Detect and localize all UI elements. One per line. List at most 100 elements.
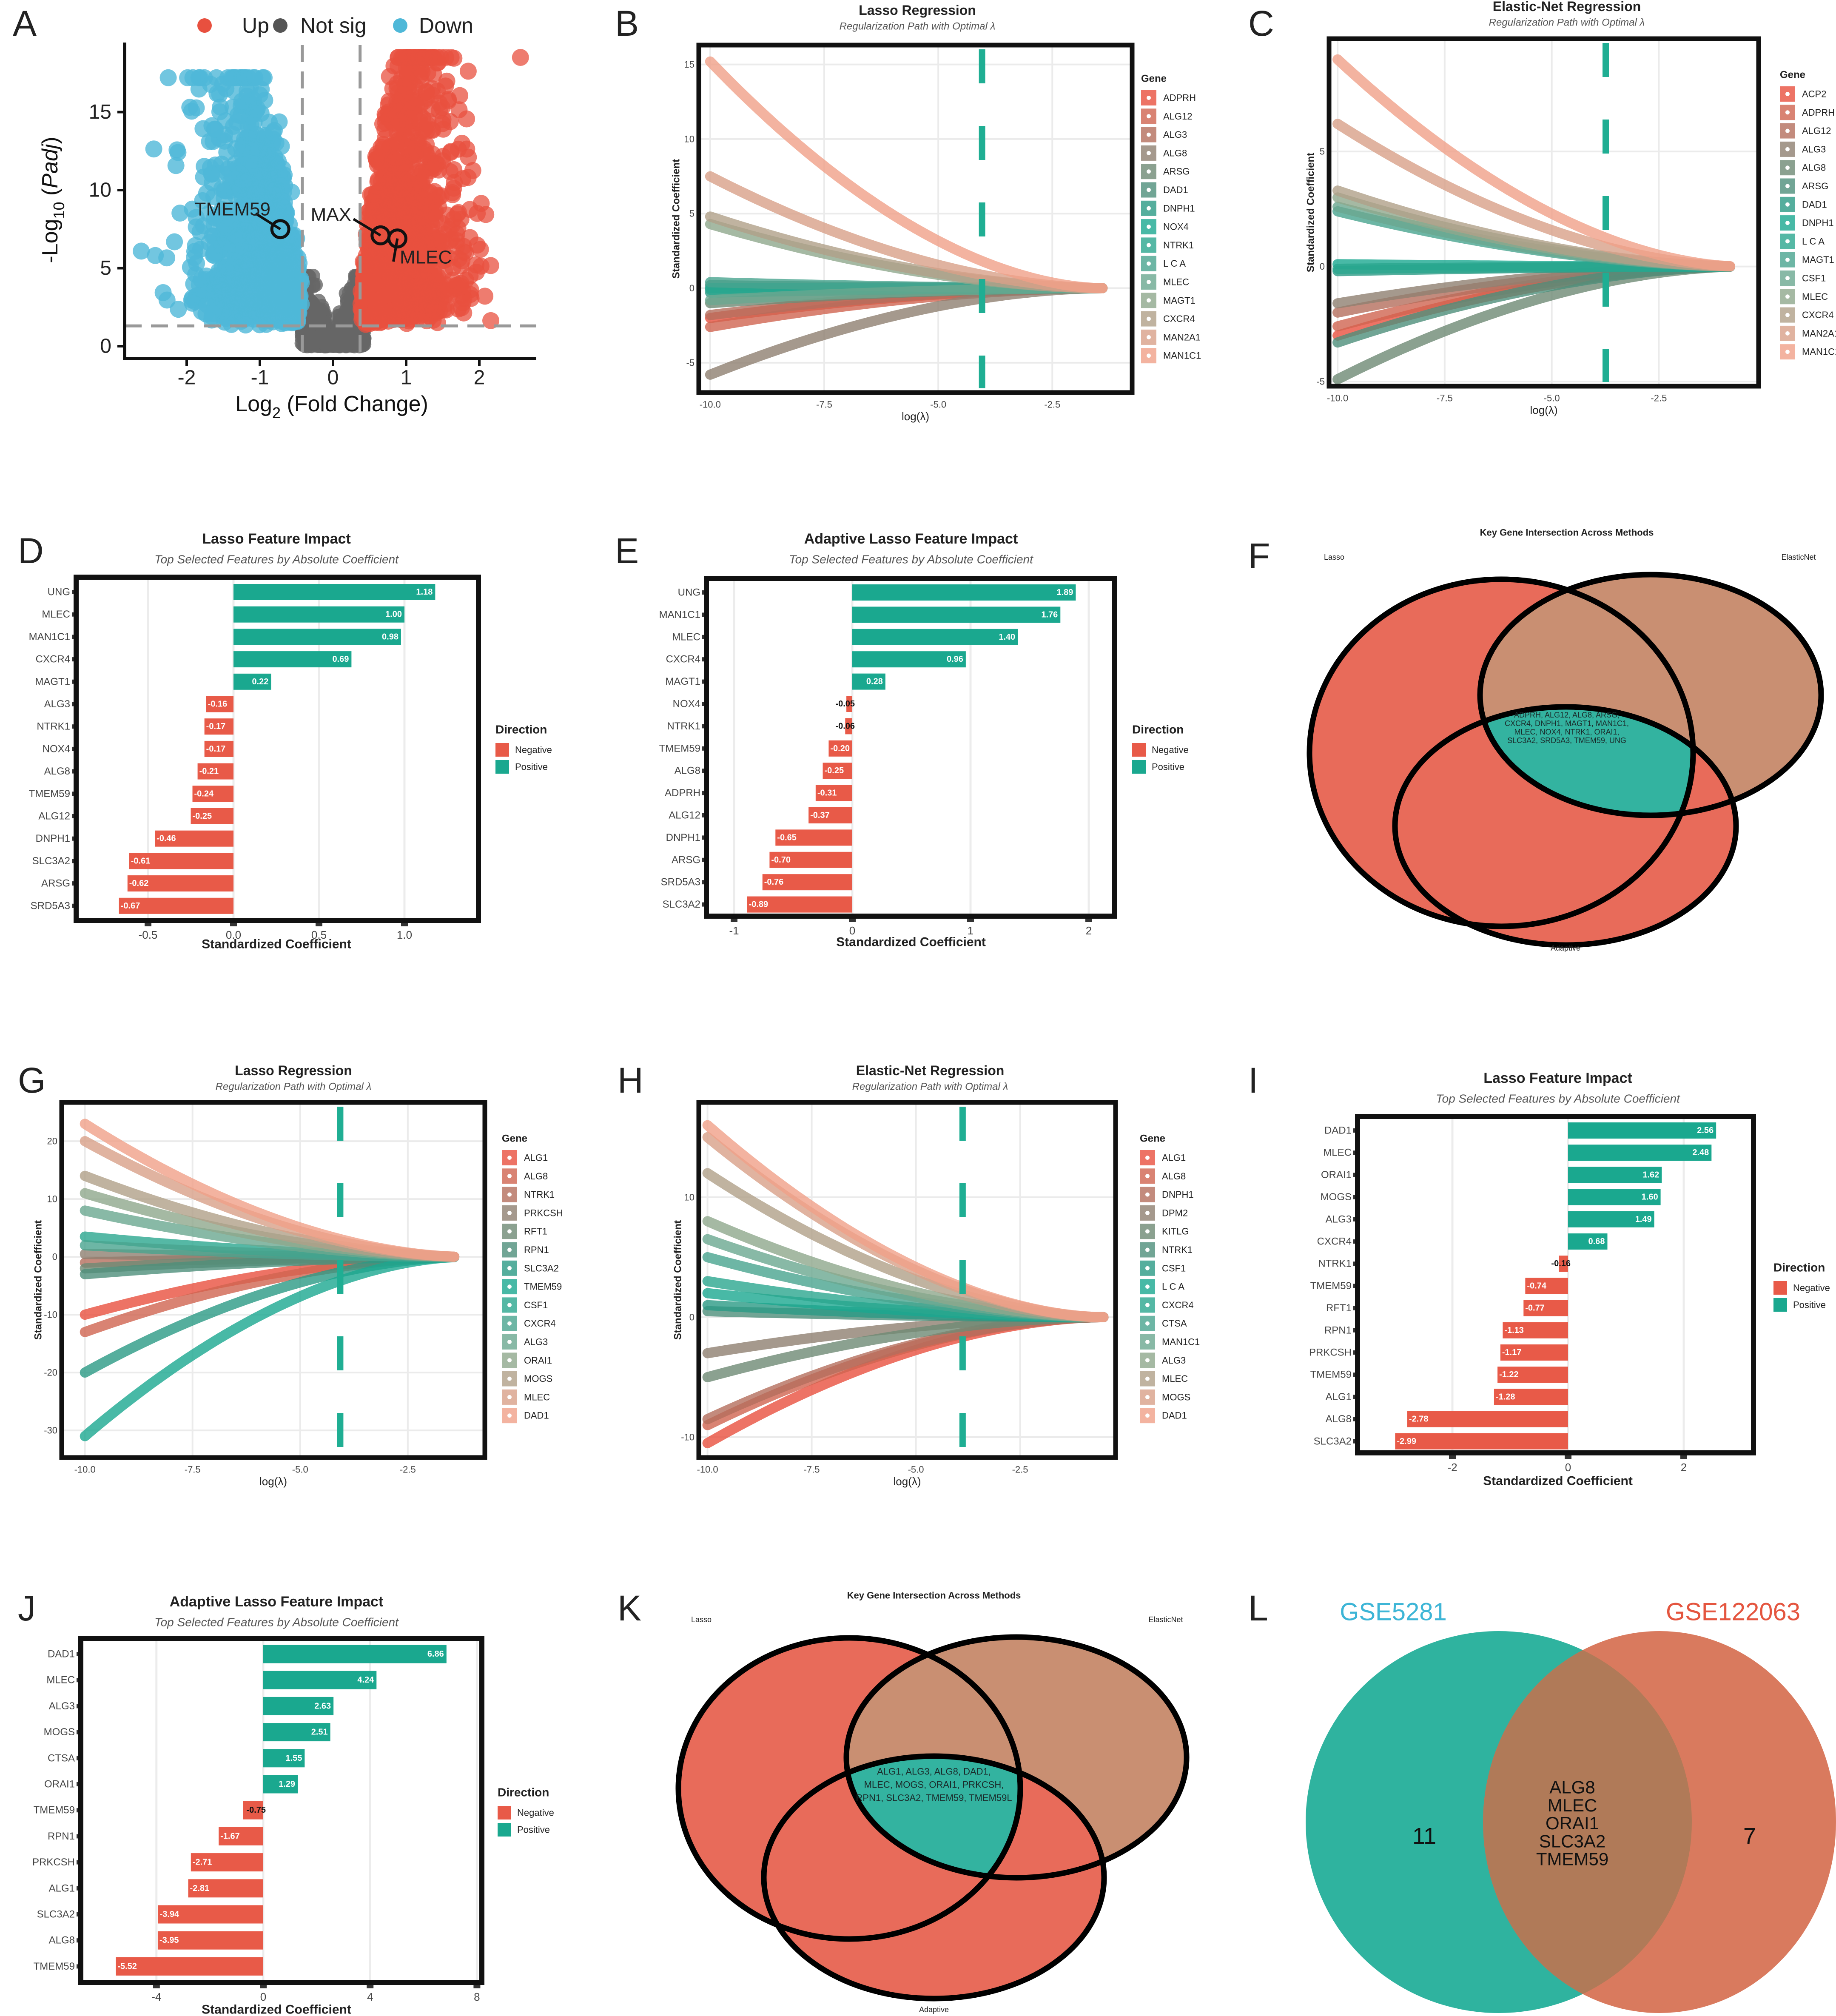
gene-label: CXCR4	[36, 654, 70, 665]
set-count: 11	[1412, 1823, 1436, 1849]
legend-dot	[1147, 353, 1151, 358]
point-not-sig	[339, 286, 353, 301]
legend-dot	[1145, 1192, 1150, 1197]
legend-label: Positive	[515, 762, 548, 772]
panel-letter: D	[18, 531, 44, 571]
legend-label: MLEC	[1162, 1373, 1188, 1384]
y-tick-label: -30	[44, 1425, 57, 1436]
value-label: -0.46	[157, 834, 176, 843]
y-tick-label: 0	[52, 1252, 57, 1262]
legend-label: CXCR4	[1163, 313, 1195, 324]
point-down	[263, 259, 280, 276]
point-up	[406, 192, 424, 210]
point-up	[400, 80, 417, 97]
y-label-part: 10	[50, 202, 68, 219]
point-down	[188, 99, 205, 117]
point-up	[407, 278, 425, 296]
gene-label: ALG12	[38, 811, 70, 822]
y-tick-label: 0	[100, 335, 111, 358]
legend-label: Down	[419, 14, 473, 37]
value-label: -0.62	[129, 879, 149, 888]
value-label: 1.62	[1642, 1170, 1659, 1179]
point-up	[446, 174, 463, 191]
chart-title: Lasso Feature Impact	[1483, 1070, 1632, 1086]
legend-label: ALG1	[1162, 1153, 1186, 1163]
bar-positive	[233, 606, 404, 623]
legend-dot	[507, 1413, 512, 1418]
chart-subtitle: Top Selected Features by Absolute Coeffi…	[154, 1616, 399, 1629]
panel-letter: H	[618, 1060, 643, 1100]
legend-label: Not sig	[300, 14, 367, 37]
point-down	[253, 280, 270, 297]
value-label: -0.37	[810, 811, 830, 820]
x-tick-label: -10.0	[700, 399, 721, 410]
bar-negative	[1407, 1411, 1568, 1427]
plot-frame	[696, 43, 1135, 395]
legend-swatch	[1773, 1298, 1787, 1312]
intersection-gene: SLC3A2	[1539, 1831, 1605, 1851]
legend-label: ALG12	[1802, 125, 1831, 136]
x-tick-label: -10.0	[74, 1464, 96, 1475]
panel-letter: L	[1248, 1588, 1268, 1628]
value-label: -0.61	[131, 856, 151, 866]
legend-label: RPN1	[524, 1244, 549, 1255]
gene-label: MLEC	[400, 247, 452, 268]
gene-label: NOX4	[673, 698, 700, 710]
point-down	[246, 69, 264, 86]
legend-dot	[1145, 1247, 1150, 1252]
legend-label: Negative	[517, 1808, 554, 1818]
legend-label: CSF1	[1162, 1263, 1186, 1273]
value-label: -0.16	[1551, 1259, 1571, 1268]
bar-positive	[233, 584, 436, 600]
legend-label: NOX4	[1163, 222, 1189, 232]
value-label: -1.17	[1502, 1348, 1522, 1357]
point-down	[191, 287, 208, 304]
legend-label: Positive	[1152, 762, 1184, 772]
legend-label: Positive	[517, 1825, 550, 1835]
y-tick-label: -5	[686, 357, 695, 368]
bar-positive	[263, 1645, 447, 1663]
set-label: Adaptive	[1551, 944, 1580, 952]
legend-dot	[1147, 243, 1151, 248]
value-label: 2.48	[1692, 1148, 1709, 1157]
legend-title: Gene	[502, 1133, 527, 1145]
x-tick-label: -5.0	[908, 1464, 924, 1475]
value-label: -2.78	[1409, 1415, 1429, 1424]
legend-label: ADPRH	[1802, 107, 1835, 118]
intersection-gene: ORAI1	[1546, 1813, 1599, 1833]
gene-label: ALG8	[1326, 1413, 1352, 1425]
point-up	[512, 49, 529, 66]
gene-label: ALG1	[49, 1882, 75, 1894]
chart-subtitle: Regularization Path with Optimal λ	[852, 1081, 1008, 1093]
legend-dot	[1147, 225, 1151, 229]
legend-dot	[1785, 331, 1790, 336]
bar-positive	[1568, 1145, 1712, 1161]
point-up	[450, 204, 467, 221]
legend-dot	[507, 1266, 512, 1270]
legend-label: MOGS	[1162, 1392, 1190, 1402]
legend-label: MLEC	[1802, 291, 1828, 302]
point-not-sig	[330, 335, 345, 350]
chart-subtitle: Top Selected Features by Absolute Coeffi…	[1436, 1092, 1680, 1105]
legend-swatch	[498, 1823, 511, 1837]
gene-label: ALG1	[1326, 1391, 1352, 1403]
set-title: GSE122063	[1666, 1598, 1800, 1626]
y-axis-label: Standardized Coefficient	[1305, 153, 1317, 272]
legend-dot	[1785, 257, 1790, 262]
gene-label: MAGT1	[665, 676, 700, 687]
gene-label: MAN1C1	[29, 631, 70, 643]
y-tick-label: -5	[1316, 376, 1325, 387]
legend-label: Negative	[515, 745, 552, 755]
value-label: -0.25	[825, 766, 844, 775]
x-tick-label: 2	[1086, 924, 1092, 937]
point-down	[259, 234, 276, 252]
value-label: 1.89	[1056, 588, 1073, 597]
bar-positive	[1568, 1122, 1716, 1139]
value-label: 0.96	[947, 655, 963, 664]
value-label: -1.28	[1496, 1392, 1515, 1401]
gene-label: MOGS	[1321, 1191, 1352, 1203]
legend-title: Direction	[1132, 723, 1184, 736]
legend-label: MAN2A1	[1163, 332, 1201, 342]
